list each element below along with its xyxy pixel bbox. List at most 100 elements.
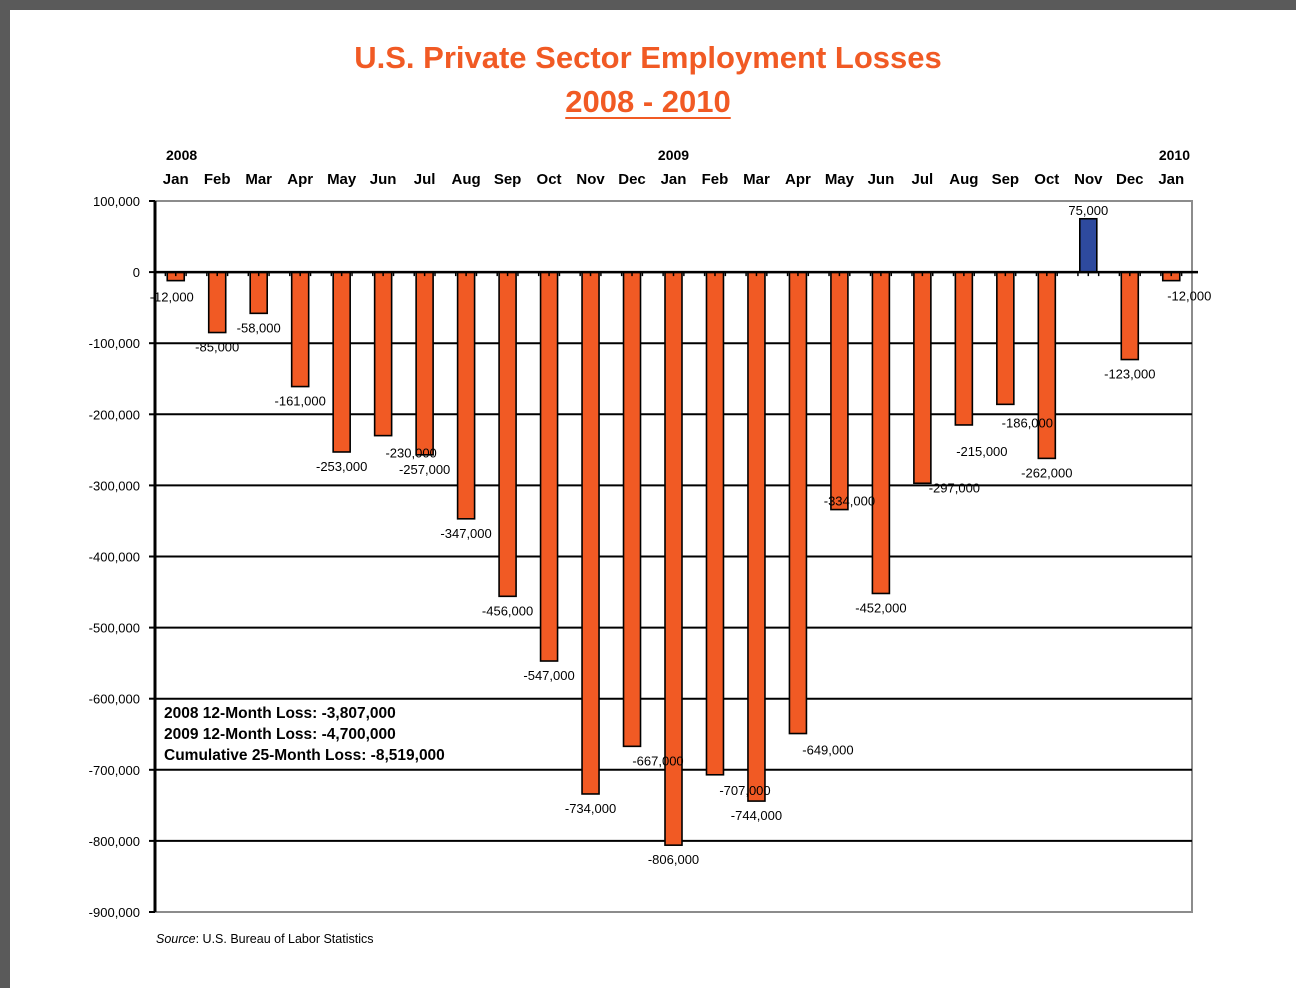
data-label: -347,000 [440,526,491,541]
data-label: -334,000 [824,494,875,509]
x-tick-label: Apr [287,171,313,188]
data-label: -744,000 [731,808,782,823]
bar [415,271,434,456]
x-tick-label: Mar [245,171,272,188]
bar [913,271,932,485]
source-prefix: Source [156,932,196,946]
bar [332,271,351,453]
data-label: -734,000 [565,801,616,816]
bar [871,271,891,595]
x-tick-label: Jul [414,171,436,188]
data-label: -161,000 [275,394,326,409]
data-label: -253,000 [316,459,367,474]
y-tick-label: -200,000 [89,407,140,422]
x-tick-label: May [825,171,855,188]
x-tick-label: Sep [494,171,522,188]
bar [290,271,310,388]
x-tick-label: Jul [912,171,934,188]
x-tick-label: Jun [370,171,397,188]
data-label: -12,000 [150,290,194,305]
data-label: -806,000 [648,852,699,867]
y-tick-label: -500,000 [89,621,140,636]
bar [1120,271,1140,361]
summary-note: Cumulative 25-Month Loss: -8,519,000 [164,747,445,764]
x-tick-label: Feb [702,171,729,188]
bar [1037,271,1057,460]
x-tick-label: Feb [204,171,231,188]
bar [498,271,517,598]
data-label: -215,000 [956,444,1007,459]
y-tick-label: -700,000 [89,763,140,778]
data-label: -649,000 [802,743,853,758]
y-axis-labels: 100,000 0 -100,000 -200,000 -300,000 -400,000… [89,194,140,920]
chart-subtitle: 2008 - 2010 [565,84,731,119]
data-label: -58,000 [237,320,281,335]
y-tick-label: -300,000 [89,478,140,493]
x-tick-label: Dec [618,171,646,188]
y-tick-label: -600,000 [89,692,140,707]
y-tick-label: -800,000 [89,834,140,849]
chart-frame [10,10,1296,988]
summary-note: 2009 12-Month Loss: -4,700,000 [164,726,396,743]
axes [149,200,1198,913]
x-tick-label: Aug [949,171,978,188]
x-tick-label: Oct [537,171,562,188]
bar [622,271,642,748]
x-tick-label: Jan [163,171,189,188]
y-tick-label: 0 [133,265,140,280]
data-labels: -12,000 -85,000 -58,000 -161,000 -253,000 -23… [150,203,1212,867]
x-tick-label: Jan [661,171,687,188]
y-tick-label: -100,000 [89,336,140,351]
data-label: -547,000 [523,668,574,683]
bar [954,271,974,426]
x-axis-labels: Jan Feb Mar Apr May Jun Jul Aug Sep Oct Nov Dec Jan F… [163,147,1190,188]
bar [249,271,268,315]
data-label: -186,000 [1002,415,1053,430]
x-tick-label: Sep [992,171,1020,188]
x-tick-label: Dec [1116,171,1144,188]
x-tick-label: Nov [1074,171,1103,188]
year-label: 2009 [658,147,689,163]
y-tick-label: 100,000 [93,194,140,209]
data-label: -456,000 [482,603,533,618]
x-tick-label: Mar [743,171,770,188]
y-tick-label: -900,000 [89,905,140,920]
summary-note: 2008 12-Month Loss: -3,807,000 [164,705,396,722]
summary-notes: 2008 12-Month Loss: -3,807,000 2009 12-Mo… [164,705,445,764]
data-label: -123,000 [1104,367,1155,382]
bar [747,271,766,802]
bar [788,271,808,735]
data-label: -262,000 [1021,465,1072,480]
x-tick-label: Oct [1034,171,1059,188]
data-label: -452,000 [855,600,906,615]
bar [581,271,600,795]
x-tick-label: Jan [1158,171,1184,188]
bar [996,271,1015,406]
y-tick-label: -400,000 [89,550,140,565]
data-label: -85,000 [195,340,239,355]
x-tick-label: May [327,171,357,188]
x-tick-label: Jun [868,171,895,188]
source-note: Source: U.S. Bureau of Labor Statistics [156,932,373,946]
x-tick-label: Nov [576,171,605,188]
year-label: 2010 [1159,147,1190,163]
bar [373,271,393,437]
source-text: : U.S. Bureau of Labor Statistics [195,932,374,946]
data-label: -230,000 [385,446,436,461]
data-label: -297,000 [929,480,980,495]
x-tick-label: Apr [785,171,811,188]
bar [207,271,227,334]
data-label: -257,000 [399,462,450,477]
chart-title: U.S. Private Sector Employment Losses [354,40,942,75]
data-label: -12,000 [1167,289,1211,304]
bar [456,271,476,520]
x-tick-label: Aug [452,171,481,188]
year-label: 2008 [166,147,197,163]
bar [539,271,559,662]
bar [705,271,725,776]
data-label: 75,000 [1068,203,1108,218]
data-label: -667,000 [632,753,683,768]
bar [1079,217,1098,273]
data-label: -707,000 [719,783,770,798]
